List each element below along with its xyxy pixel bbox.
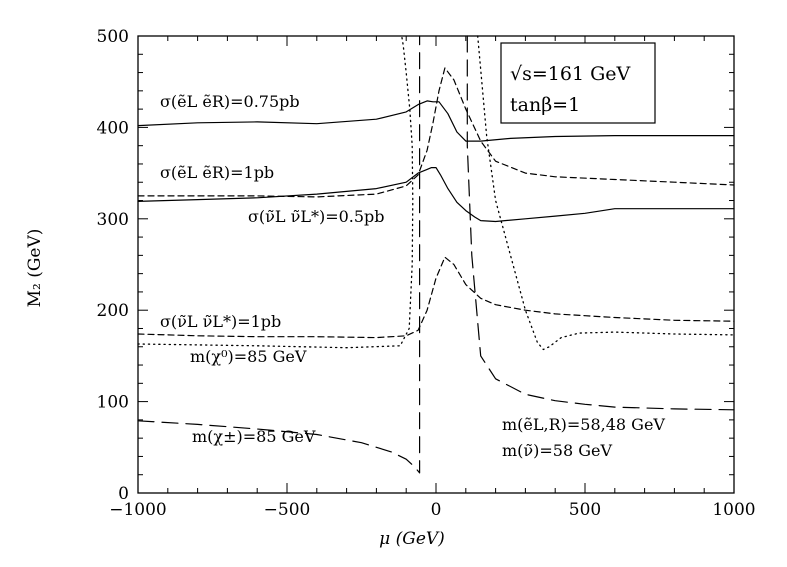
label-selectron-075pb: σ(ẽL ẽR)=0.75pb	[160, 92, 300, 111]
curves-layer	[137, 35, 735, 474]
x-tick-label: 1000	[712, 500, 755, 520]
x-tick-label: −500	[264, 500, 311, 520]
label-selectron-1pb: σ(ẽL ẽR)=1pb	[160, 163, 274, 182]
y-tick-label: 300	[97, 210, 129, 230]
series-7-longdash-line	[137, 35, 421, 474]
label-selectron-mass: m(ẽL,R)=58,48 GeV	[502, 415, 665, 434]
y-tick-label: 100	[97, 393, 129, 413]
label-sneutrino-1pb: σ(ν̃L ν̃L*)=1pb	[160, 312, 281, 331]
y-tick-label: 500	[97, 27, 129, 47]
y-tick-label: 400	[97, 118, 129, 138]
label-sneutrino-05pb: σ(ν̃L ν̃L*)=0.5pb	[248, 207, 385, 226]
x-tick-label: −1000	[109, 500, 167, 520]
series-2-solid-line	[137, 167, 735, 223]
y-axis-title: M₂ (GeV)	[25, 229, 45, 308]
series-8-longdash-line	[466, 35, 735, 411]
x-tick-label: 500	[569, 500, 601, 520]
x-axis-title: μ (GeV)	[379, 529, 445, 549]
label-chargino-85: m(χ±)=85 GeV	[192, 427, 316, 446]
series-6-dotted-line	[477, 35, 735, 351]
series-4-dashed-line	[137, 256, 735, 339]
x-tick-label: 0	[431, 500, 442, 520]
series-3-dashed-line	[137, 67, 735, 198]
label-sneutrino-mass: m(ν̃)=58 GeV	[502, 441, 612, 460]
info-box	[500, 42, 656, 124]
series-5-dotted-line	[137, 35, 414, 349]
series-1-solid-line	[137, 100, 735, 142]
ticks-layer	[137, 35, 735, 494]
label-neutralino-85: m(χ⁰)=85 GeV	[190, 347, 307, 366]
y-tick-label: 200	[97, 301, 129, 321]
info-box-tanbeta: tanβ=1	[510, 94, 580, 116]
y-tick-label: 0	[118, 484, 129, 504]
tick-labels-layer: −1000 −500 0 500 1000 0 100 200 300 400 500	[97, 27, 756, 520]
info-box-energy: √s=161 GeV	[510, 63, 631, 85]
